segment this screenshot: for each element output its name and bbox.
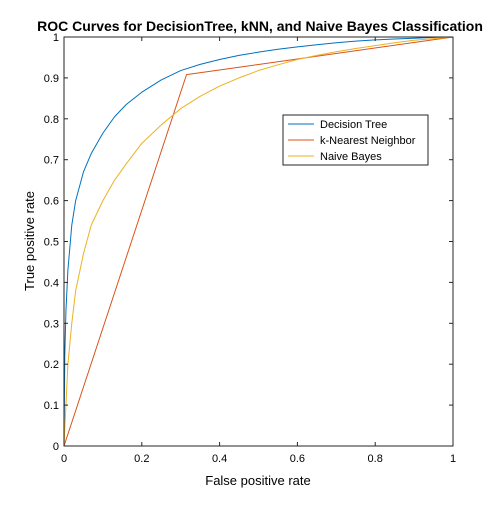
x-tick-label: 0.2 — [134, 453, 149, 465]
series-line-naive-bayes — [63, 36, 454, 447]
series-line-k-nearest-neighbor — [63, 36, 454, 447]
y-tick-label: 0.2 — [44, 359, 59, 371]
x-tick-label: 1 — [450, 453, 456, 465]
y-tick-label: 0.8 — [44, 114, 59, 126]
y-tick-label: 0.9 — [44, 73, 59, 85]
legend-label: Decision Tree — [320, 119, 387, 131]
x-tick-label: 0.4 — [212, 453, 227, 465]
legend-label: k-Nearest Neighbor — [320, 135, 416, 147]
legend: Decision Tree k-Nearest Neighbor Naive Bay… — [282, 114, 429, 166]
series-line-decision-tree — [63, 36, 454, 447]
y-tick-label: 0.4 — [44, 277, 59, 289]
y-tick-label: 0.3 — [44, 318, 59, 330]
y-tick-label: 1 — [53, 32, 59, 44]
y-axis-label: True positive rate — [22, 191, 37, 291]
axes-layer: 0 0.2 0.4 0.6 0.8 1 0 0.1 0.2 0.3 0.4 0.5 0.6 0.7 0.8 0… — [44, 32, 456, 465]
series-layer — [63, 36, 454, 447]
y-tick-label: 0.7 — [44, 155, 59, 167]
y-tick-label: 0.1 — [44, 400, 59, 412]
x-axis-label: False positive rate — [205, 473, 311, 488]
y-tick-label: 0.5 — [44, 237, 59, 249]
y-tick-label: 0 — [53, 441, 59, 453]
x-tick-label: 0.6 — [290, 453, 305, 465]
x-tick-label: 0 — [61, 453, 67, 465]
chart-title: ROC Curves for DecisionTree, kNN, and Na… — [37, 18, 483, 34]
y-tick-label: 0.6 — [44, 196, 59, 208]
plot-area — [64, 37, 453, 446]
x-tick-label: 0.8 — [368, 453, 383, 465]
legend-label: Naive Bayes — [320, 151, 382, 163]
